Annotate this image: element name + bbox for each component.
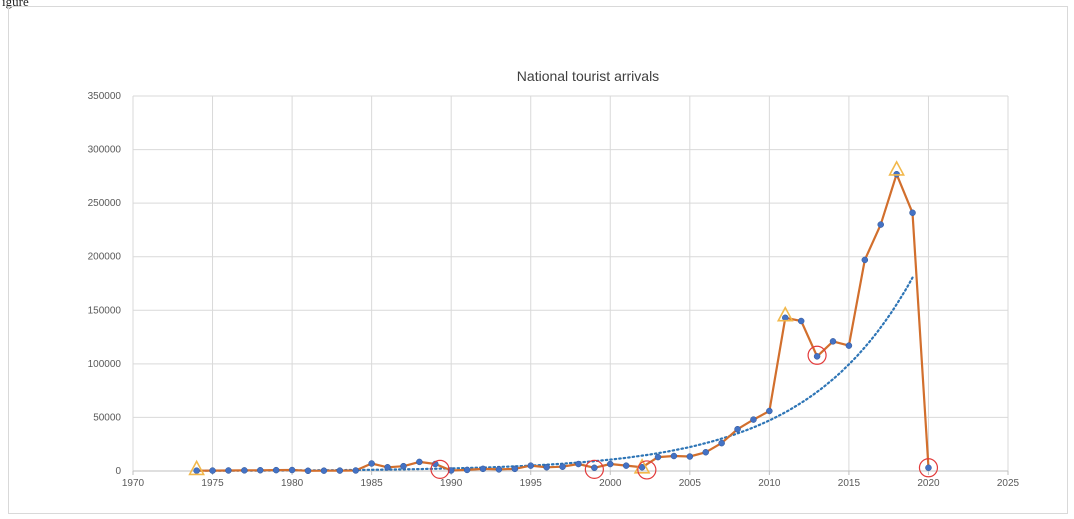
data-point [384, 464, 391, 471]
trendline-path [195, 276, 914, 472]
data-point [447, 467, 455, 474]
x-tick-label: 1980 [281, 478, 304, 489]
triangle-marker [188, 459, 205, 476]
data-point [225, 467, 232, 474]
y-tick-label: 200000 [88, 252, 122, 263]
data-point [654, 453, 662, 461]
chart-frame [8, 6, 1068, 514]
data-point [288, 466, 296, 474]
data-point [320, 467, 328, 474]
x-tick-label: 2025 [997, 478, 1020, 489]
data-point [670, 452, 678, 460]
data-point [925, 464, 932, 472]
data-point [638, 464, 646, 471]
x-tick-label: 2020 [917, 478, 940, 489]
data-point [400, 462, 407, 470]
data-point [766, 407, 773, 415]
x-tick-label: 2000 [599, 478, 622, 489]
circle-marker [430, 459, 450, 479]
x-tick-label: 2015 [838, 478, 861, 489]
data-point [622, 462, 630, 469]
y-tick-label: 0 [115, 466, 121, 477]
data-point [193, 467, 200, 474]
circle-marker [584, 459, 604, 479]
annotations [188, 160, 939, 480]
x-tick-label: 1995 [520, 478, 543, 489]
data-point [702, 449, 709, 456]
data-point [909, 209, 916, 217]
data-point [877, 221, 884, 228]
data-point [543, 464, 550, 471]
triangle-marker [776, 305, 794, 322]
axes: 0 50000 100000 150000 200000 250000 300000 3500… [88, 91, 1020, 489]
series-line [196, 173, 930, 472]
trendline [195, 276, 914, 472]
data-point [527, 462, 534, 469]
y-tick-label: 250000 [88, 198, 122, 209]
data-point [575, 460, 582, 468]
grid [132, 95, 1009, 471]
data-point [352, 467, 359, 474]
data-point [336, 467, 344, 474]
data-point [304, 467, 312, 475]
y-tick-label: 100000 [88, 359, 122, 370]
data-point [463, 466, 471, 474]
data-point [209, 467, 216, 474]
data-point [829, 338, 837, 345]
data-point [257, 467, 264, 474]
data-point [559, 463, 566, 470]
data-point [495, 466, 503, 473]
y-tick-label: 150000 [88, 305, 122, 316]
data-point [686, 453, 694, 460]
x-tick-label: 2005 [679, 478, 702, 489]
data-point [591, 464, 598, 472]
chart-title: National tourist arrivals [517, 68, 659, 84]
y-tick-label: 300000 [88, 145, 122, 156]
data-point [797, 317, 805, 325]
series [193, 170, 932, 475]
x-tick-label: 2010 [758, 478, 781, 489]
data-point [368, 460, 375, 467]
data-point [607, 460, 614, 468]
data-point [718, 439, 725, 447]
x-tick-label: 1975 [201, 478, 224, 489]
data-point [479, 465, 487, 473]
data-point [511, 465, 519, 473]
y-tick-label: 350000 [88, 91, 122, 102]
circle-marker [637, 460, 657, 480]
triangle-marker [888, 160, 905, 176]
data-point [813, 353, 821, 360]
figure-label: igure [2, 0, 29, 9]
data-point [241, 467, 248, 474]
circle-marker [918, 458, 939, 478]
data-point [416, 458, 423, 466]
data-point [272, 466, 280, 474]
circle-marker [807, 345, 827, 365]
data-point [845, 342, 853, 349]
x-tick-label: 1985 [361, 478, 384, 489]
x-tick-label: 1990 [440, 478, 463, 489]
y-tick-label: 50000 [93, 412, 121, 423]
data-point [734, 425, 741, 433]
data-point [750, 416, 757, 423]
data-point [861, 256, 869, 264]
x-tick-label: 1970 [122, 478, 145, 489]
